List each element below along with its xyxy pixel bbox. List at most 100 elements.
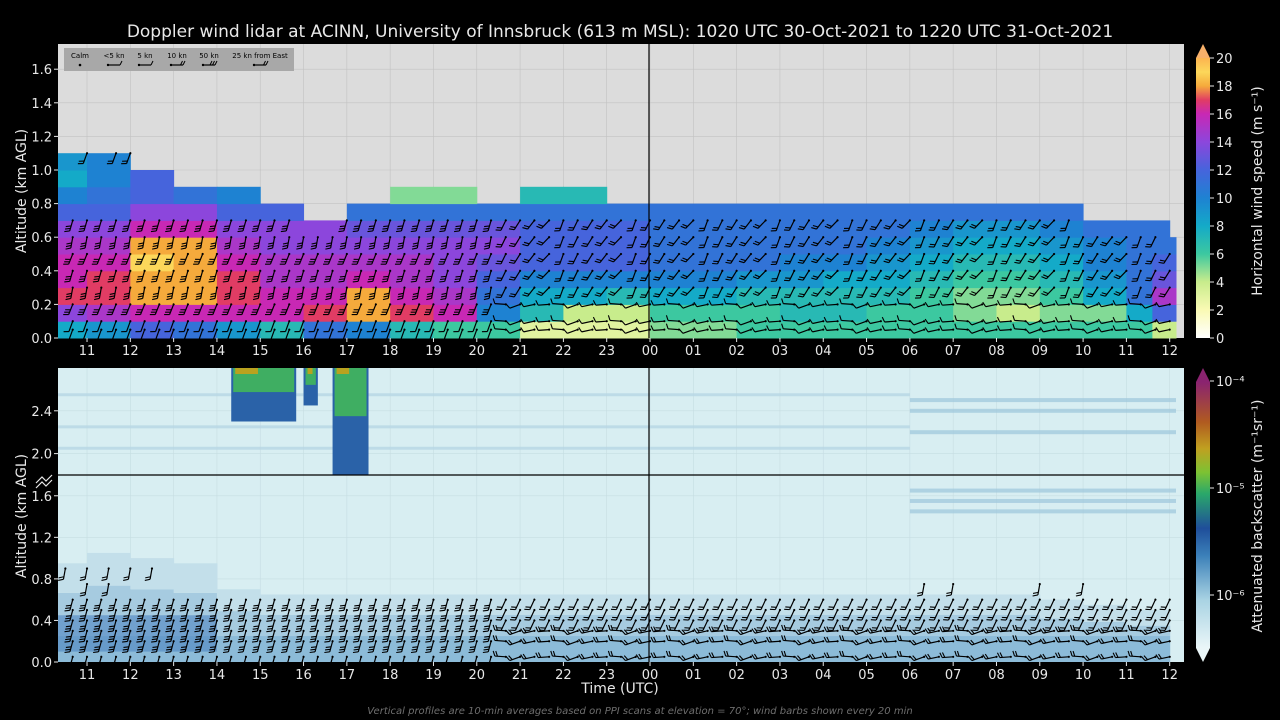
wind-barb xyxy=(1041,219,1056,229)
wind-barb xyxy=(495,269,507,282)
wind-barb xyxy=(453,320,464,333)
wind-barb xyxy=(639,619,652,631)
wind-barb xyxy=(482,598,493,612)
wind-barb xyxy=(794,303,811,309)
wind-barb xyxy=(811,286,825,297)
wind-barb xyxy=(94,286,103,301)
wind-barb xyxy=(1039,638,1056,645)
y-tick-label: 1.6 xyxy=(31,490,52,505)
wind-barb xyxy=(1100,269,1114,280)
backscatter-cell xyxy=(58,563,88,593)
wind-barb xyxy=(827,619,839,631)
wind-barb xyxy=(626,236,637,249)
wind-barb xyxy=(425,629,435,643)
wind-barb xyxy=(495,219,507,231)
wind-barb xyxy=(856,219,868,231)
wind-barb xyxy=(535,636,551,643)
wind-barb xyxy=(1041,286,1056,297)
wind-barb xyxy=(781,650,796,658)
backscatter-cell xyxy=(823,594,868,615)
wind-barb xyxy=(770,286,782,299)
wind-barb xyxy=(1086,269,1099,281)
wind-barb xyxy=(310,236,319,250)
wind-barb xyxy=(813,598,825,611)
wind-barb xyxy=(208,269,219,283)
wind-barb xyxy=(106,252,118,265)
wind-barb xyxy=(1155,638,1171,645)
x-tick-label: 11 xyxy=(1118,344,1135,359)
wind-barb xyxy=(236,328,248,341)
wind-barb xyxy=(982,318,998,325)
wind-barb xyxy=(122,640,132,654)
wind-barb xyxy=(539,619,551,631)
wind-barb xyxy=(1145,598,1157,611)
wind-barb xyxy=(1087,608,1099,621)
wind-barb xyxy=(736,303,753,309)
wind-barb xyxy=(698,269,709,282)
wind-speed-cell xyxy=(606,270,651,289)
wind-barb xyxy=(194,640,204,654)
wind-barb xyxy=(1145,608,1157,621)
wind-barb xyxy=(424,328,435,341)
wind-barb xyxy=(266,629,276,643)
wind-barb xyxy=(237,640,248,654)
wind-barb xyxy=(567,269,579,282)
wind-speed-cell xyxy=(87,237,131,255)
wind-barb xyxy=(91,252,103,265)
wind-barb xyxy=(738,269,753,280)
wind-barb xyxy=(856,236,868,248)
wind-barb xyxy=(957,608,969,621)
wind-barb xyxy=(625,608,637,621)
wind-barb xyxy=(554,236,565,249)
wind-barb xyxy=(1102,608,1114,621)
wind-barb xyxy=(338,619,348,633)
wind-barb xyxy=(666,236,681,247)
wind-barb xyxy=(524,598,536,611)
wind-speed-cell xyxy=(433,237,478,255)
wind-speed-cell xyxy=(1039,237,1084,255)
wind-barb xyxy=(784,598,796,611)
wind-barb xyxy=(725,219,738,231)
wind-speed-cell xyxy=(1039,203,1084,221)
wind-barb xyxy=(438,303,449,316)
wind-barb xyxy=(581,252,594,264)
wind-barb xyxy=(987,252,998,266)
wind-barb xyxy=(425,608,435,622)
wind-barb xyxy=(410,320,421,333)
wind-speed-cell xyxy=(476,237,521,255)
wind-barb xyxy=(899,608,911,621)
legend-barb xyxy=(137,60,154,67)
wind-barb xyxy=(635,653,652,660)
x-tick-label: 12 xyxy=(1161,668,1178,683)
wind-barb xyxy=(222,640,233,654)
wind-barb xyxy=(1041,236,1056,246)
wind-barb xyxy=(425,640,435,654)
wind-barb xyxy=(368,236,377,250)
y-tick-label: 1.4 xyxy=(31,97,52,112)
wind-barb xyxy=(553,608,565,621)
wind-barb xyxy=(281,640,291,654)
x-tick-label: 05 xyxy=(858,344,875,359)
wind-barb xyxy=(323,303,334,316)
wind-speed-cell xyxy=(606,254,651,272)
wind-barb xyxy=(136,219,146,233)
wind-barb xyxy=(987,236,998,249)
legend-label: 25 kn from East xyxy=(232,52,288,60)
wind-barb xyxy=(996,325,1012,331)
wind-barb xyxy=(582,598,594,611)
wind-speed-cell xyxy=(303,254,348,272)
wind-barb xyxy=(381,608,392,622)
wind-barb xyxy=(93,598,103,612)
wind-barb xyxy=(64,598,74,612)
x-tick-label: 15 xyxy=(252,344,269,359)
cloud-signal-peak xyxy=(307,368,313,374)
wind-barb xyxy=(438,320,449,333)
wind-barb xyxy=(909,320,926,326)
wind-barb xyxy=(899,619,911,631)
wind-barb xyxy=(136,619,146,633)
colorbar-tick-label: 10⁻⁵ xyxy=(1216,482,1245,497)
wind-speed-colorbar-ramp xyxy=(1196,58,1210,338)
wind-barb xyxy=(1159,619,1171,631)
wind-barb xyxy=(869,269,882,281)
wind-barb xyxy=(1012,298,1027,306)
